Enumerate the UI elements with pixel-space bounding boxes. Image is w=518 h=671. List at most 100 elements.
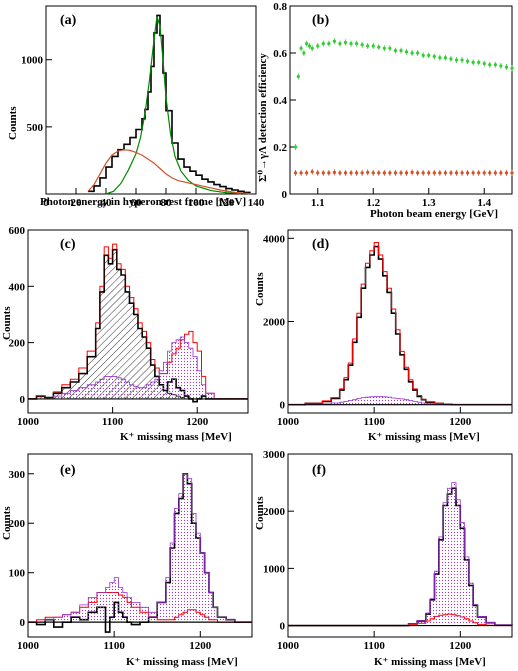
data-point xyxy=(438,171,442,175)
data-point xyxy=(332,170,336,174)
x-tick-label: 80 xyxy=(161,197,173,209)
y-tick-label: 0 xyxy=(280,400,286,412)
data-point xyxy=(343,171,348,175)
data-point xyxy=(388,171,392,175)
panel-c-frame xyxy=(27,229,249,414)
x-tick-label: 1000 xyxy=(277,640,300,652)
data-point xyxy=(416,51,420,55)
data-point xyxy=(504,171,509,175)
data-point xyxy=(302,51,306,55)
data-point xyxy=(404,50,409,54)
x-tick-label: 1000 xyxy=(17,640,40,652)
data-point xyxy=(355,42,359,46)
data-point xyxy=(471,60,475,64)
data-point xyxy=(504,65,509,69)
data-point xyxy=(305,171,309,175)
data-point xyxy=(416,171,420,175)
data-point xyxy=(360,171,364,175)
data-point xyxy=(460,58,464,62)
x-tick-label: 140 xyxy=(248,197,265,209)
data-point xyxy=(466,171,470,175)
data-point xyxy=(355,171,359,175)
data-point xyxy=(327,42,331,46)
data-point xyxy=(371,171,375,175)
series-area xyxy=(27,249,249,400)
y-tick-label: 300 xyxy=(9,469,26,481)
x-tick-label: 1200 xyxy=(449,640,472,652)
x-tick-label: 100 xyxy=(188,197,205,209)
data-point xyxy=(293,171,298,175)
data-point xyxy=(499,64,503,68)
y-tick-label: 2000 xyxy=(263,506,286,518)
panel-e-xlabel: K⁺ missing mass [MeV] xyxy=(126,656,238,668)
y-tick-label: 0.2 xyxy=(273,142,287,154)
data-point xyxy=(427,171,431,175)
y-tick-label: 0.4 xyxy=(273,95,287,107)
series-step xyxy=(28,243,248,400)
y-tick-label: 4000 xyxy=(263,233,286,245)
data-point xyxy=(338,171,342,175)
data-point xyxy=(382,171,386,175)
panel-c-xlabel: K⁺ missing mass [MeV] xyxy=(120,431,232,443)
y-tick-label: 3000 xyxy=(263,449,286,461)
panel-b-frame xyxy=(289,5,513,195)
data-point xyxy=(432,171,436,175)
data-point xyxy=(371,44,375,48)
data-point xyxy=(493,63,497,67)
data-point xyxy=(393,171,398,175)
data-point xyxy=(488,63,492,67)
data-point xyxy=(410,51,414,55)
panel-c: (c) K⁺ missing mass [MeV] Counts 1000 110… xyxy=(1,225,249,443)
panel-b-ylabel: Σ⁰→γΛ detection efficiency xyxy=(257,53,269,182)
x-tick-label: 60 xyxy=(131,197,143,209)
x-tick-label: 1200 xyxy=(189,640,212,652)
data-point xyxy=(443,171,447,175)
series-area xyxy=(287,482,513,626)
panel-e-frame xyxy=(27,453,253,638)
panel-c-ylabel: Counts xyxy=(1,306,13,340)
y-tick-label: 100 xyxy=(9,568,26,580)
data-point xyxy=(460,171,464,175)
data-point xyxy=(482,61,486,66)
y-tick-label: 0 xyxy=(20,617,26,629)
data-point xyxy=(399,171,403,175)
data-point xyxy=(310,170,314,174)
x-tick-label: 1100 xyxy=(103,640,125,652)
x-tick-label: 120 xyxy=(218,197,235,209)
panel-e: (e) K⁺ missing mass [MeV] Counts 1000 110… xyxy=(1,453,253,668)
panel-b-label: (b) xyxy=(312,13,329,28)
data-point xyxy=(327,171,331,175)
panel-c-label: (c) xyxy=(60,237,76,252)
data-point xyxy=(393,49,398,53)
data-point xyxy=(377,171,381,175)
data-point xyxy=(343,40,348,45)
y-tick-label: 200 xyxy=(9,338,26,350)
data-point xyxy=(366,44,370,48)
series-line xyxy=(87,149,251,195)
panel-f-frame xyxy=(287,453,513,638)
panel-a-ylabel: Counts xyxy=(7,106,19,140)
y-tick-label: 0 xyxy=(20,394,26,406)
data-point xyxy=(404,171,409,175)
x-tick-label: 1100 xyxy=(363,640,385,652)
series-step xyxy=(288,487,513,627)
x-tick-label: 20 xyxy=(71,197,83,209)
data-point xyxy=(427,53,431,57)
data-point xyxy=(360,43,364,47)
y-tick-label: 0 xyxy=(282,189,288,201)
y-tick-label: 600 xyxy=(9,225,26,237)
x-tick-label: 1.1 xyxy=(311,197,325,209)
data-point xyxy=(421,171,425,175)
data-point xyxy=(449,57,453,61)
y-tick-label: 400 xyxy=(9,281,26,293)
y-tick-label: 0.6 xyxy=(273,48,287,60)
series-area xyxy=(27,336,249,400)
panel-d: (d) K⁺ missing mass [MeV] Counts 1000 110… xyxy=(254,229,513,443)
data-point xyxy=(296,74,300,79)
data-point xyxy=(421,53,425,57)
y-tick-label: 0.8 xyxy=(273,1,287,13)
y-tick-label: 1000 xyxy=(263,563,286,575)
data-point xyxy=(307,44,312,48)
data-point xyxy=(477,60,481,64)
